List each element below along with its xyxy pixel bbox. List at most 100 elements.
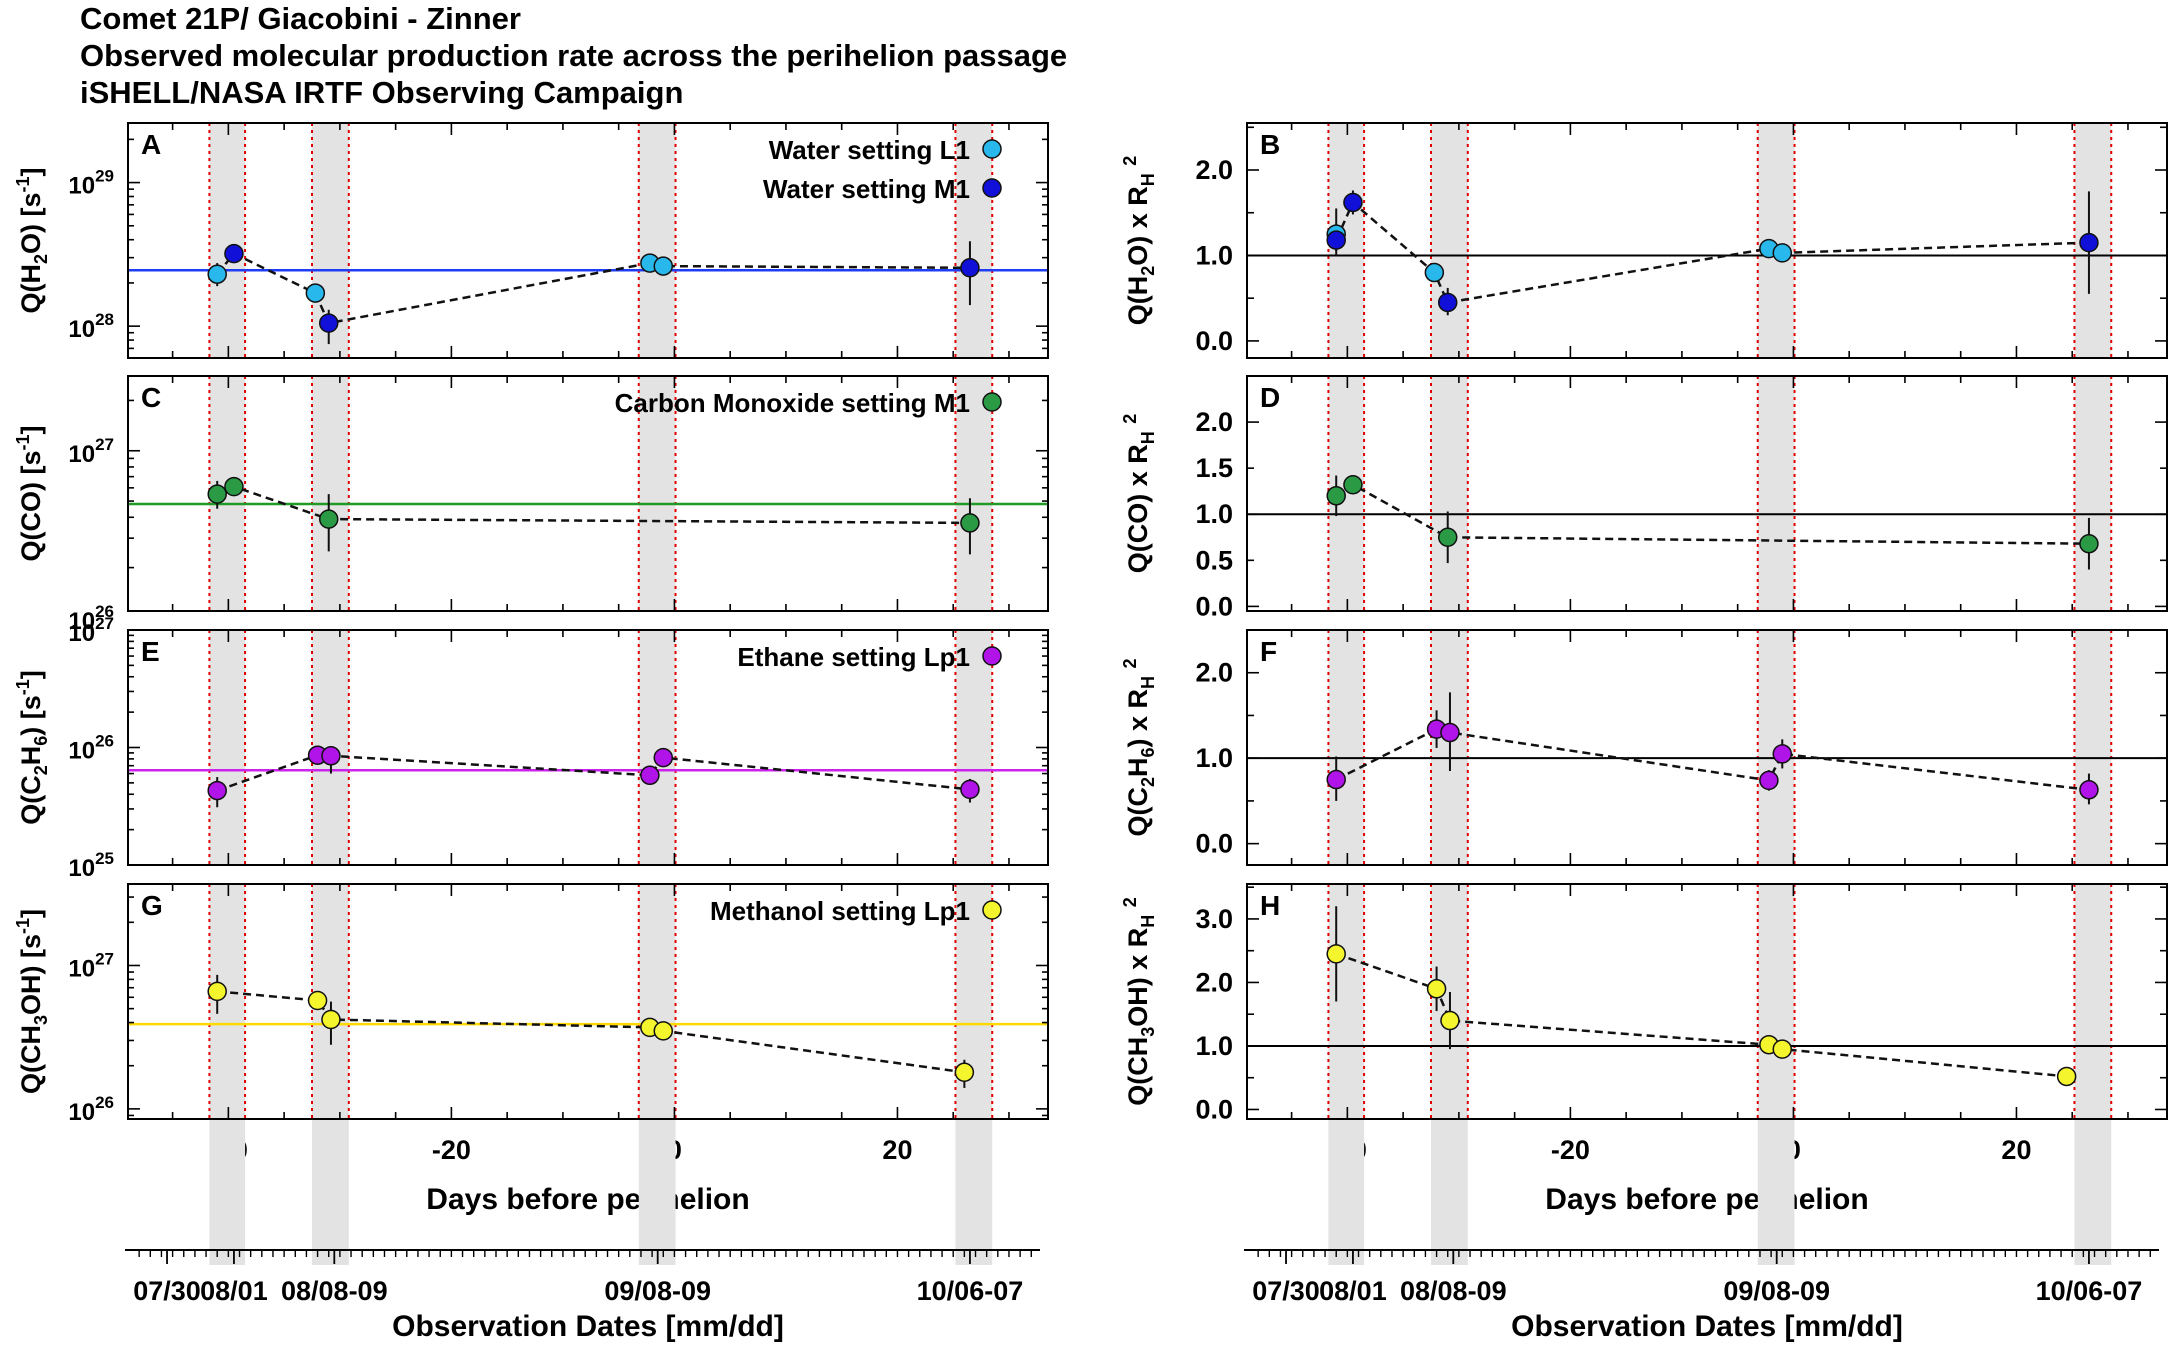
y-tick-label: 1027 [68, 949, 114, 982]
y-tick-label: 3.0 [1195, 904, 1233, 934]
shaded-window-1 [209, 123, 246, 358]
legend-label: Water setting L1 [769, 135, 970, 165]
data-point [2079, 533, 2099, 554]
date-tick-label: 08/01 [200, 1276, 268, 1306]
trend-dashed-line [1335, 483, 2089, 545]
data-point [1343, 192, 1363, 213]
y-tick-label: 0.0 [1195, 326, 1233, 356]
trend-dashed-line [217, 990, 965, 1074]
y-tick-label: 1.0 [1195, 1031, 1233, 1061]
data-point [954, 1062, 975, 1083]
y-tick-label: 2.0 [1195, 155, 1233, 185]
data-point [1424, 262, 1445, 283]
data-point [321, 746, 341, 766]
shaded-window-1 [209, 630, 246, 865]
y-axis-label: Q(C2​H6​) x RH​ 2​ [1120, 658, 1158, 836]
x-tick-label: 20 [882, 1135, 912, 1165]
y-axis-label: Q(H2​O) x RH​ 2​ [1120, 156, 1158, 326]
shaded-window-extension [1757, 1120, 1795, 1265]
data-point [318, 509, 339, 529]
data-point [640, 765, 660, 786]
y-tick-label: 2.0 [1195, 658, 1233, 688]
shaded-window-extension [312, 1120, 349, 1265]
date-axis-label: Observation Dates [mm/dd] [392, 1310, 784, 1343]
data-point [2079, 780, 2099, 800]
panel-frame [127, 375, 1049, 612]
data-point [1326, 230, 1346, 250]
shaded-window-2 [1431, 376, 1468, 611]
shaded-window-4 [2074, 630, 2112, 865]
panel-letter: H [1260, 890, 1280, 921]
y-tick-label: 2.0 [1195, 967, 1233, 997]
shaded-window-3 [638, 630, 676, 865]
date-tick-label: 08/01 [1319, 1276, 1387, 1306]
y-tick-label: 1026 [68, 602, 114, 635]
data-point [207, 264, 227, 284]
data-point [1772, 243, 1793, 263]
data-point [1440, 722, 1460, 743]
legend-marker [982, 900, 1002, 920]
panel-letter: A [141, 129, 161, 160]
panel-letter: B [1260, 129, 1280, 160]
panel-letter: E [141, 636, 160, 667]
shaded-window-4 [955, 123, 993, 358]
date-tick-label: 08/08-09 [1400, 1276, 1507, 1306]
data-point [653, 1021, 674, 1041]
y-tick-label: 1.0 [1195, 499, 1233, 529]
legend-marker [982, 392, 1002, 412]
panel-H: 0.01.02.03.0HQ(CH3​OH) x RH​ 2​-40-20020… [1120, 883, 2168, 1216]
y-axis-label: Q(H2​O) [s-1​] [13, 167, 51, 313]
y-tick-label: 1028 [68, 310, 114, 343]
shaded-window-3 [1757, 376, 1795, 611]
shaded-window-extension [209, 1120, 246, 1265]
shaded-window-4 [2074, 376, 2112, 611]
data-point [207, 484, 227, 504]
data-point [1440, 1010, 1460, 1031]
y-tick-label: 1029 [68, 167, 114, 200]
y-tick-label: 0.0 [1195, 1094, 1233, 1124]
figure-title: Comet 21P/ Giacobini - Zinner Observed m… [80, 0, 1067, 111]
panel-letter: F [1260, 636, 1277, 667]
trend-dashed-line [216, 485, 970, 525]
panel-E: 1025 1026 1027 E Ethane setting Lp1 Q(C2​H6​)… [13, 614, 1049, 882]
y-tick-label: 1.0 [1195, 743, 1233, 773]
shaded-window-3 [638, 123, 676, 358]
y-tick-label: 1.5 [1195, 453, 1233, 483]
data-point [321, 1009, 341, 1030]
legend-label: Carbon Monoxide setting M1 [615, 388, 970, 418]
panel-A: 1028 1029 A Water setting L1 Water setting M… [13, 122, 1049, 359]
title-line-3: iSHELL/NASA IRTF Observing Campaign [80, 75, 684, 110]
panel-F: 0.0 1.0 2.0 F Q(C2​H6​) x RH​ 2​ [1120, 629, 2168, 866]
y-axis-label: Q(CO) [s-1​] [13, 425, 46, 561]
legend-marker [982, 139, 1002, 159]
date-axis-label: Observation Dates [mm/dd] [1511, 1310, 1903, 1343]
date-axis-left: 07/30 08/01 08/08-09 09/08-09 10/06-07 Observ… [125, 1120, 1040, 1343]
data-point [1437, 527, 1458, 548]
panel-frame [127, 883, 1049, 1120]
data-point [960, 258, 980, 278]
data-point [1326, 769, 1346, 790]
shaded-window-extension [1328, 1120, 1365, 1265]
data-point [224, 243, 244, 264]
y-tick-label: 0.5 [1195, 545, 1233, 575]
x-tick-label: -20 [1551, 1135, 1590, 1165]
data-point [318, 313, 339, 333]
y-tick-label: 1026 [68, 1093, 114, 1126]
shaded-window-2 [1431, 123, 1468, 358]
data-point [2056, 1066, 2077, 1087]
y-tick-label: 0.0 [1195, 829, 1233, 859]
date-tick-label: 09/08-09 [1723, 1276, 1830, 1306]
legend-label: Methanol setting Lp1 [710, 896, 970, 926]
data-point [224, 476, 244, 497]
panel-B: 0.0 1.0 2.0 B Q(H2​O) x RH​ 2​ [1120, 122, 2168, 359]
trend-dashed-line [1335, 727, 2090, 792]
panel-frame [1246, 629, 2168, 866]
y-tick-label: 2.0 [1195, 407, 1233, 437]
panel-letter: D [1260, 382, 1280, 413]
data-point [305, 283, 326, 303]
trend-dashed-line [216, 753, 971, 792]
legend-label: Water setting M1 [763, 174, 970, 204]
shaded-window-extension [955, 1120, 993, 1265]
date-tick-label: 10/06-07 [917, 1276, 1024, 1306]
panel-letter: C [141, 382, 161, 413]
